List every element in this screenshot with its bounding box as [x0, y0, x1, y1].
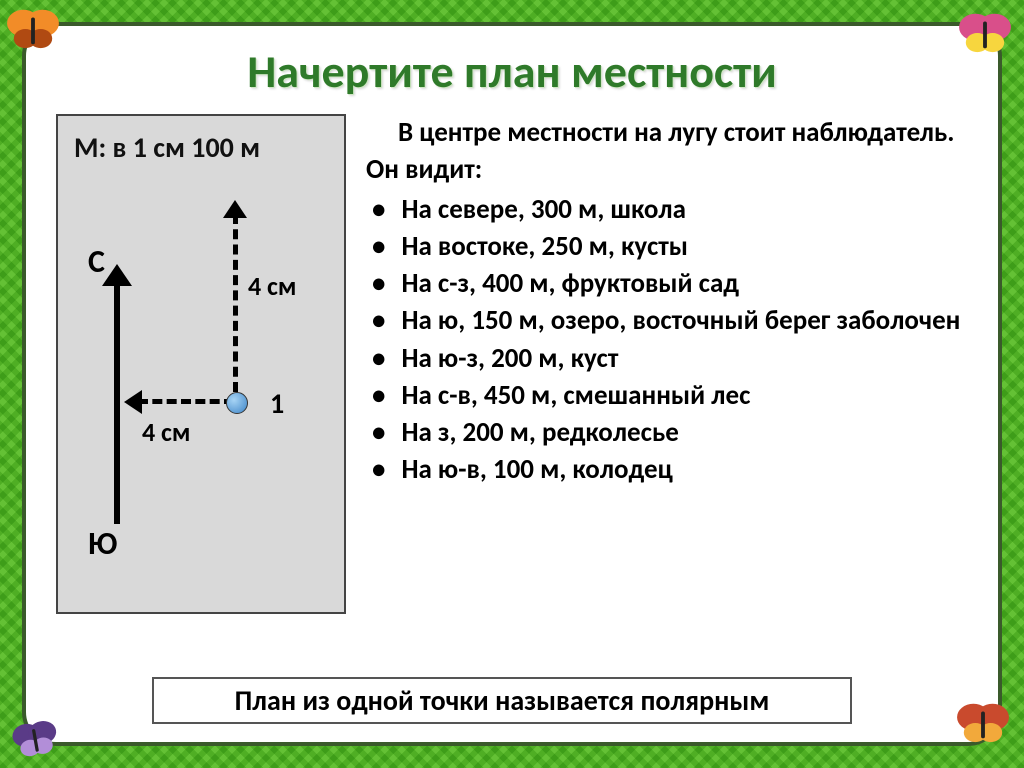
bullet-list: На севере, 300 м, школа На востоке, 250 …	[366, 191, 968, 489]
compass-arrow-line	[114, 280, 120, 524]
diagram-box: М: в 1 см 100 м С Ю 4 см 4 см 1	[56, 114, 346, 614]
slide-frame: Начертите план местности М: в 1 см 100 м…	[22, 22, 1002, 746]
task-text: В центре местности на лугу стоит наблюда…	[366, 114, 968, 614]
list-item: На востоке, 250 м, кусты	[366, 228, 968, 265]
dashed-arrow-left-head-icon	[124, 390, 142, 414]
butterfly-icon	[954, 698, 1012, 746]
list-item: На з, 200 м, редколесье	[366, 414, 968, 451]
scale-label: М: в 1 см 100 м	[74, 130, 260, 165]
point-label: 1	[270, 386, 284, 421]
dashed-arrow-up	[233, 214, 238, 392]
butterfly-icon	[7, 714, 63, 763]
list-item: На с-з, 400 м, фруктовый сад	[366, 265, 968, 302]
list-item: На с-в, 450 м, смешанный лес	[366, 377, 968, 414]
butterfly-icon	[956, 8, 1014, 56]
measure-left-label: 4 см	[142, 416, 190, 448]
bottom-banner: План из одной точки называется полярным	[152, 677, 852, 724]
list-item: На ю-з, 200 м, куст	[366, 340, 968, 377]
compass-arrow-head-icon	[102, 264, 132, 286]
butterfly-icon	[4, 4, 62, 52]
measure-up-label: 4 см	[248, 270, 296, 302]
observer-point-icon	[226, 392, 248, 414]
south-label: Ю	[88, 524, 117, 563]
dashed-arrow-up-head-icon	[223, 200, 247, 218]
list-item: На севере, 300 м, школа	[366, 191, 968, 228]
intro-text: В центре местности на лугу стоит наблюда…	[366, 114, 968, 189]
slide-title: Начертите план местности	[56, 44, 968, 100]
dashed-arrow-left	[138, 399, 234, 404]
list-item: На ю, 150 м, озеро, восточный берег забо…	[366, 302, 968, 339]
list-item: На ю-в, 100 м, колодец	[366, 451, 968, 488]
content-row: М: в 1 см 100 м С Ю 4 см 4 см 1 В центре…	[56, 114, 968, 614]
